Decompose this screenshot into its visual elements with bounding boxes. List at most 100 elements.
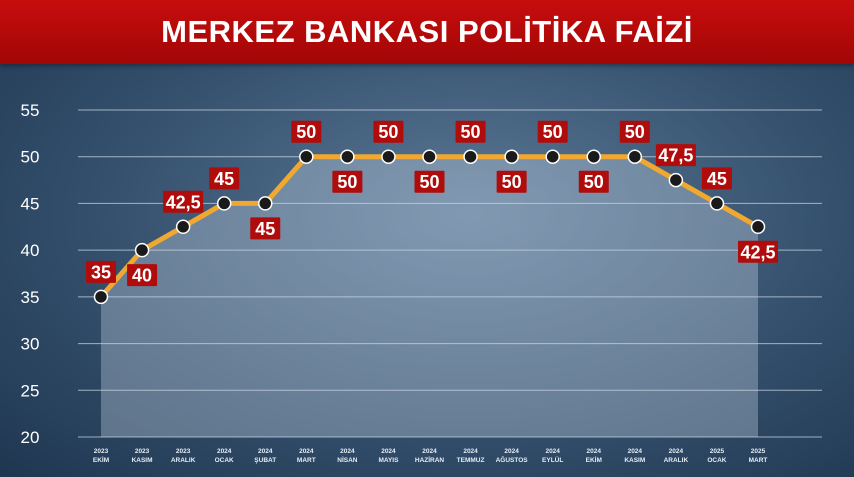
data-label: 40 (127, 264, 158, 287)
data-point (463, 149, 478, 164)
x-tick-month: HAZİRAN (415, 456, 445, 464)
x-tick-year: 2023 (135, 448, 150, 455)
x-tick-year: 2025 (710, 448, 725, 455)
data-label-box (619, 120, 650, 143)
data-label-box (209, 167, 240, 190)
data-point (340, 149, 355, 164)
x-tick-month: ŞUBAT (254, 457, 276, 464)
data-label-text: 42,5 (740, 242, 775, 262)
data-label-text: 50 (378, 122, 398, 142)
y-tick-label: 45 (21, 194, 40, 213)
data-point (381, 149, 396, 164)
data-label: 50 (373, 120, 404, 143)
chart-area: 20 25 30 35 40 45 50 55 35 40 42,5 45 45 50 50 50 50 50 50… (0, 64, 854, 477)
x-tick-month: MART (297, 457, 316, 464)
data-label-box (86, 260, 116, 283)
x-tick-year: 2024 (545, 448, 560, 455)
x-tick-year: 2023 (94, 448, 109, 455)
data-label-text: 50 (502, 172, 522, 192)
data-label: 50 (619, 120, 650, 143)
y-tick-label: 30 (21, 335, 40, 354)
data-point (668, 172, 684, 188)
data-point (175, 219, 191, 235)
x-tick-year: 2024 (258, 448, 273, 455)
data-label-text: 45 (214, 169, 234, 189)
x-tick-year: 2024 (504, 448, 519, 455)
data-label: 47,5 (655, 144, 696, 167)
data-label: 45 (250, 217, 281, 240)
x-tick-month: OCAK (215, 457, 234, 464)
data-label-text: 50 (419, 172, 439, 192)
data-label: 42,5 (738, 240, 778, 263)
data-label-text: 50 (543, 122, 563, 142)
data-label-text: 50 (461, 122, 481, 142)
y-tick-label: 25 (21, 381, 40, 400)
data-label-text: 50 (337, 172, 357, 192)
x-tick-year: 2024 (381, 448, 396, 455)
x-tick-month: EKİM (93, 456, 109, 464)
data-point (504, 149, 519, 164)
x-tick-year: 2024 (628, 448, 643, 455)
y-tick-label: 20 (21, 428, 40, 447)
data-label-box (291, 120, 322, 143)
chart-title: MERKEZ BANKASI POLİTİKA FAİZİ (161, 14, 693, 49)
data-label-text: 40 (132, 266, 152, 286)
data-label-text: 35 (91, 262, 111, 282)
x-tick-year: 2024 (340, 448, 355, 455)
data-label: 50 (291, 120, 322, 143)
x-tick-month: MART (749, 457, 768, 464)
x-tick-month: TEMMUZ (457, 457, 485, 464)
data-label: 50 (414, 170, 445, 193)
data-point (627, 149, 643, 164)
x-tick-month: KASIM (132, 457, 153, 464)
data-label-box (455, 120, 486, 143)
data-label-box (701, 167, 732, 190)
data-label: 45 (701, 167, 732, 190)
data-label-box (250, 217, 281, 240)
data-label: 45 (209, 167, 240, 190)
data-point (299, 149, 314, 164)
data-label-box (537, 120, 568, 143)
y-tick-label: 50 (21, 148, 40, 167)
x-tick-year: 2023 (176, 448, 191, 455)
x-tick-year: 2024 (217, 448, 232, 455)
x-tick-month: KASIM (624, 457, 645, 464)
data-point (750, 219, 766, 235)
data-label-text: 42,5 (166, 192, 201, 212)
x-tick-month: OCAK (707, 457, 726, 464)
data-label-box (373, 120, 404, 143)
data-label: 50 (578, 170, 609, 193)
data-label-box (127, 264, 158, 287)
x-tick-month: ARALIK (171, 457, 196, 464)
data-label-box (738, 240, 778, 263)
data-label: 42,5 (163, 190, 204, 213)
data-label-text: 45 (707, 169, 727, 189)
data-point (709, 196, 725, 211)
data-label: 35 (86, 260, 116, 283)
data-label: 50 (455, 120, 486, 143)
x-tick-month: AĞUSTOS (496, 455, 529, 464)
x-tick-year: 2024 (669, 448, 684, 455)
data-label-text: 50 (584, 172, 604, 192)
data-point (586, 149, 601, 164)
x-tick-month: ARALIK (664, 457, 689, 464)
data-label-box (163, 190, 204, 213)
title-bar: MERKEZ BANKASI POLİTİKA FAİZİ (0, 0, 854, 64)
data-label-box (496, 170, 527, 193)
data-label-text: 47,5 (658, 146, 693, 166)
x-tick-month: EYLÜL (542, 455, 563, 464)
data-label-box (332, 170, 363, 193)
x-tick-month: EKİM (586, 456, 602, 464)
data-label-box (655, 144, 696, 167)
x-tick-year: 2024 (299, 448, 314, 455)
data-label-text: 50 (625, 122, 645, 142)
x-tick-year: 2025 (751, 448, 766, 455)
x-tick-year: 2024 (587, 448, 602, 455)
x-tick-year: 2024 (463, 448, 478, 455)
data-point (216, 196, 232, 211)
data-label-box (414, 170, 445, 193)
data-label: 50 (537, 120, 568, 143)
x-tick-month: NİSAN (337, 456, 358, 464)
data-point (93, 289, 109, 305)
